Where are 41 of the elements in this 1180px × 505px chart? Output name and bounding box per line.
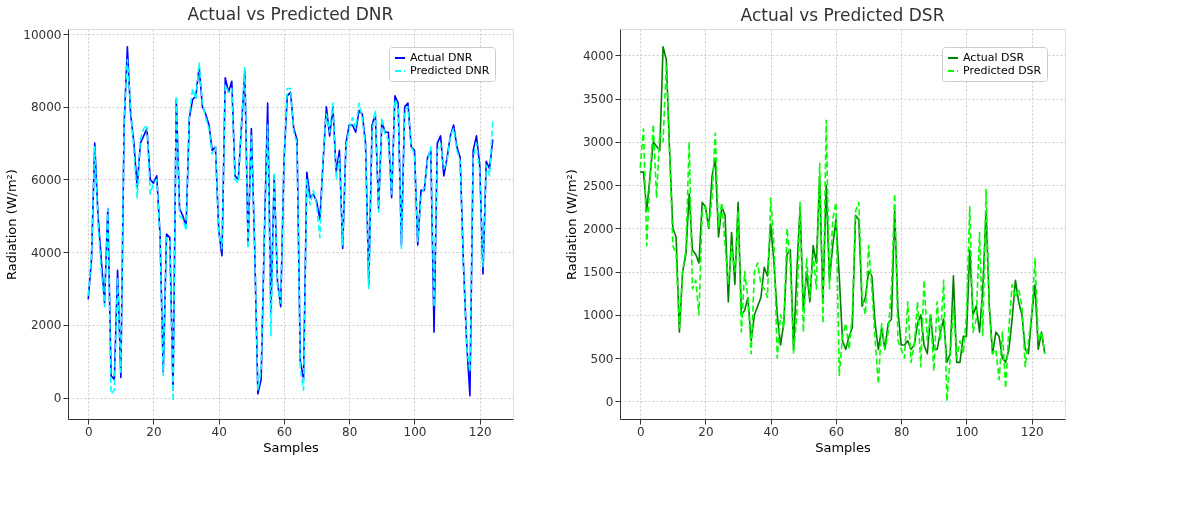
x-tick-label: 0 bbox=[636, 424, 645, 439]
y-tick-label: 1500 bbox=[582, 265, 614, 280]
y-tick-label: 3500 bbox=[582, 92, 614, 107]
y-tick-label: 1000 bbox=[582, 308, 614, 323]
x-tick-label: 100 bbox=[955, 424, 979, 439]
y-tick-label: 3000 bbox=[582, 135, 614, 150]
x-tick-label: 80 bbox=[894, 424, 910, 439]
legend-label: Actual DSR bbox=[963, 51, 1025, 64]
x-tick-label: 40 bbox=[763, 424, 779, 439]
y-tick-label: 10000 bbox=[23, 27, 62, 42]
y-axis-title: Radiation (W/m²) bbox=[563, 169, 579, 280]
x-tick-label: 120 bbox=[468, 424, 492, 439]
x-tick-label: 80 bbox=[342, 424, 358, 439]
x-tick-label: 60 bbox=[276, 424, 293, 439]
y-tick-label: 0 bbox=[605, 394, 614, 409]
line-series bbox=[639, 63, 1046, 403]
y-tick-label: 500 bbox=[590, 351, 614, 366]
y-tick-label: 0 bbox=[53, 391, 62, 406]
x-tick-label: 120 bbox=[1020, 424, 1044, 439]
x-tick-label: 20 bbox=[698, 424, 714, 439]
y-tick-label: 8000 bbox=[30, 100, 62, 115]
y-tick-label: 2000 bbox=[582, 221, 614, 236]
x-tick-label: 100 bbox=[403, 424, 427, 439]
x-axis-title: Samples bbox=[263, 439, 319, 455]
legend-label: Actual DNR bbox=[410, 51, 473, 64]
line-series bbox=[639, 45, 1046, 364]
x-tick-label: 0 bbox=[84, 424, 93, 439]
legend-label: Predicted DNR bbox=[410, 64, 490, 77]
chart-title: Actual vs Predicted DNR bbox=[187, 4, 394, 25]
chart-title: Actual vs Predicted DSR bbox=[740, 5, 945, 25]
x-tick-label: 40 bbox=[211, 424, 227, 439]
x-axis-title: Samples bbox=[815, 439, 871, 455]
x-tick-label: 60 bbox=[828, 424, 845, 439]
y-axis-title: Radiation (W/m²) bbox=[4, 169, 20, 280]
y-tick-label: 6000 bbox=[30, 172, 62, 187]
x-tick-label: 20 bbox=[146, 424, 162, 439]
y-tick-label: 4000 bbox=[30, 245, 62, 260]
y-tick-label: 2000 bbox=[30, 318, 62, 333]
y-tick-label: 2500 bbox=[582, 178, 614, 193]
y-tick-label: 4000 bbox=[582, 48, 614, 63]
legend-label: Predicted DSR bbox=[963, 64, 1042, 77]
